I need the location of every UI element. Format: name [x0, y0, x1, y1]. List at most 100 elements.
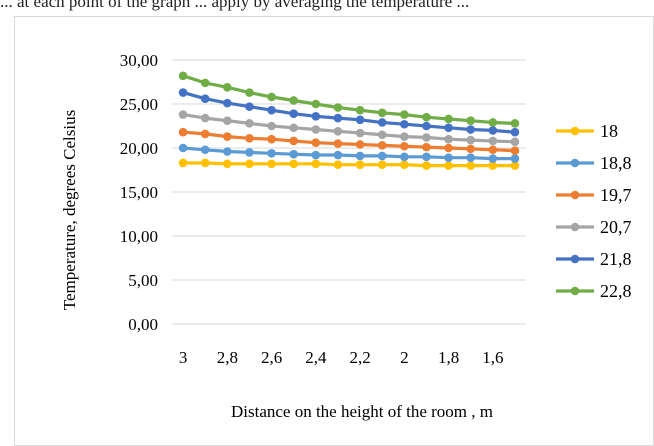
data-point: [377, 141, 387, 150]
legend: 18 18,8 19,7 20,7 21,8 22,8: [556, 121, 632, 301]
series-line: [182, 74, 515, 125]
data-point: [178, 110, 188, 119]
series-line: [182, 146, 515, 161]
data-point: [400, 152, 409, 162]
legend-label: 18,8: [600, 153, 632, 173]
data-point: [311, 159, 321, 169]
data-point: [444, 161, 453, 170]
data-point: [510, 137, 520, 147]
y-tick-label: 20,00: [120, 139, 158, 158]
data-point: [488, 136, 498, 146]
data-point: [488, 161, 498, 170]
data-point: [510, 154, 520, 163]
legend-item: 18,8: [556, 153, 632, 173]
data-point: [488, 118, 498, 127]
data-point: [466, 116, 475, 126]
data-point: [377, 130, 387, 140]
data-point: [245, 159, 254, 169]
data-point: [422, 152, 431, 162]
data-point: [422, 133, 431, 142]
data-point: [377, 108, 387, 118]
x-tick-label: 2,8: [217, 348, 238, 367]
data-point: [488, 154, 498, 163]
data-point: [267, 134, 276, 144]
data-point: [311, 138, 321, 148]
data-point: [200, 158, 210, 168]
legend-item: 20,7: [556, 217, 632, 237]
series-4: [178, 110, 520, 147]
data-point: [355, 105, 365, 115]
data-point: [422, 161, 431, 170]
series-6: [178, 71, 520, 128]
data-point: [178, 127, 188, 137]
y-tick-label: 30,00: [120, 51, 158, 70]
data-point: [267, 159, 276, 169]
data-point: [377, 160, 387, 170]
data-point: [355, 140, 365, 149]
data-point: [510, 161, 520, 170]
data-point: [289, 109, 298, 118]
legend-swatch-marker: [570, 286, 580, 296]
data-point: [333, 113, 343, 123]
data-point: [333, 139, 343, 148]
data-point: [178, 88, 188, 97]
data-point: [422, 121, 431, 131]
data-point: [333, 103, 343, 112]
data-point: [289, 149, 298, 159]
y-tick-label: 25,00: [120, 95, 158, 114]
data-point: [178, 158, 188, 168]
legend-swatch-marker: [570, 190, 580, 200]
data-point: [444, 134, 453, 144]
x-tick-label: 2,2: [349, 348, 370, 367]
data-point: [267, 92, 276, 102]
series-line: [182, 91, 516, 134]
legend-label: 20,7: [600, 217, 632, 237]
x-tick-label: 2,6: [261, 348, 282, 367]
data-point: [223, 159, 232, 169]
legend-swatch-marker: [570, 254, 580, 264]
data-point: [311, 99, 321, 109]
data-point: [466, 144, 475, 154]
data-point: [289, 159, 298, 169]
y-tick-label: 5,00: [128, 271, 158, 290]
series-2: [178, 143, 520, 163]
data-point: [200, 94, 210, 104]
data-point: [444, 123, 453, 133]
data-point: [223, 147, 232, 156]
y-axis-label: Temperature, degrees Celsius: [60, 110, 79, 310]
data-point: [178, 71, 188, 81]
legend-item: 21,8: [556, 249, 632, 269]
data-point: [466, 135, 475, 145]
data-point: [355, 151, 365, 161]
data-point: [400, 160, 409, 170]
y-tick-label: 10,00: [120, 227, 158, 246]
series-lines: [178, 71, 520, 170]
data-point: [200, 78, 210, 88]
data-point: [400, 110, 409, 119]
data-point: [223, 116, 232, 126]
legend-item: 19,7: [556, 185, 632, 205]
legend-item: 18: [556, 121, 618, 141]
data-point: [311, 112, 321, 121]
series-3: [178, 127, 520, 155]
data-point: [333, 160, 343, 170]
y-tick-label: 15,00: [120, 183, 158, 202]
x-tick-labels: 3 2,8 2,6 2,4 2,2 2 1,8 1,6: [179, 348, 504, 367]
data-point: [377, 151, 387, 161]
x-axis-label: Distance on the height of the room , m: [231, 402, 493, 421]
data-point: [245, 88, 254, 97]
series-line: [182, 130, 515, 153]
series-line: [183, 161, 515, 168]
legend-label: 21,8: [600, 249, 632, 269]
x-tick-label: 1,6: [482, 348, 503, 367]
data-point: [311, 125, 321, 134]
data-point: [267, 105, 276, 115]
data-point: [444, 153, 453, 162]
data-point: [400, 132, 409, 141]
data-point: [267, 121, 276, 131]
data-point: [444, 143, 453, 153]
data-point: [444, 114, 453, 124]
data-point: [223, 82, 232, 92]
